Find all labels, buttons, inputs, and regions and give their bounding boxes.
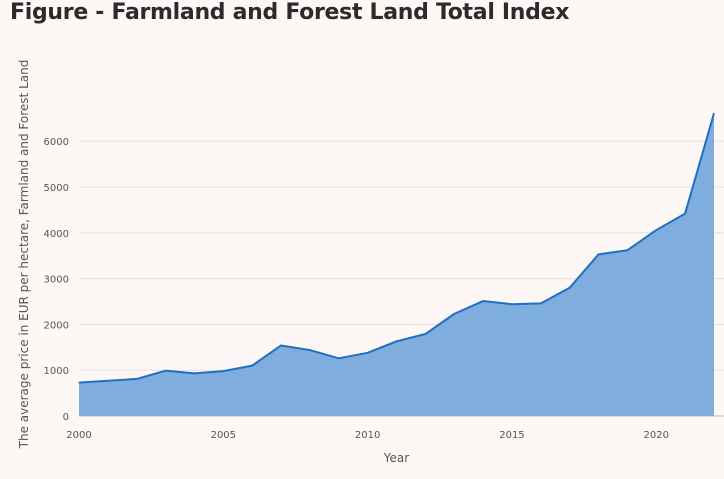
y-tick-label: 5000 [44, 183, 69, 194]
data-point [367, 352, 369, 354]
data-point [684, 213, 686, 215]
data-point [107, 380, 109, 382]
y-tick-label: 1000 [44, 366, 69, 377]
x-axis-label: Year [383, 451, 409, 465]
data-point [453, 313, 455, 315]
data-point [280, 344, 282, 346]
y-tick-label: 2000 [44, 320, 69, 331]
data-point [222, 370, 224, 372]
data-point [136, 378, 138, 380]
x-tick-label: 2020 [644, 430, 669, 441]
chart-title: Figure - Farmland and Forest Land Total … [10, 0, 570, 25]
data-point [713, 112, 715, 114]
data-point [424, 333, 426, 335]
y-tick-label: 3000 [44, 275, 69, 286]
data-point [165, 370, 167, 372]
y-tick-label: 4000 [44, 229, 69, 240]
data-point [396, 340, 397, 342]
x-tick-label: 2000 [66, 430, 91, 441]
x-tick-label: 2015 [499, 430, 524, 441]
data-point [482, 300, 484, 302]
x-tick-label: 2005 [211, 430, 236, 441]
data-point [569, 287, 571, 289]
x-tick-label: 2010 [355, 430, 380, 441]
data-point [78, 382, 80, 384]
series-area-fill [79, 113, 714, 416]
y-axis-label: The average price in EUR per hectare, Fa… [17, 60, 31, 450]
data-point [251, 365, 253, 367]
data-point [540, 302, 542, 304]
data-point [309, 349, 311, 351]
area-series [78, 112, 715, 416]
data-point [598, 253, 600, 255]
data-point [511, 303, 513, 305]
data-point [338, 357, 340, 359]
x-axis-ticks: 2000 2005 2010 2015 2020 [66, 430, 669, 441]
data-point [626, 249, 628, 251]
y-tick-label: 0 [63, 412, 69, 423]
y-tick-label: 6000 [44, 137, 69, 148]
data-point [193, 372, 195, 374]
y-axis-ticks: 0 1000 2000 3000 4000 5000 6000 [44, 137, 69, 423]
data-point [655, 229, 657, 231]
